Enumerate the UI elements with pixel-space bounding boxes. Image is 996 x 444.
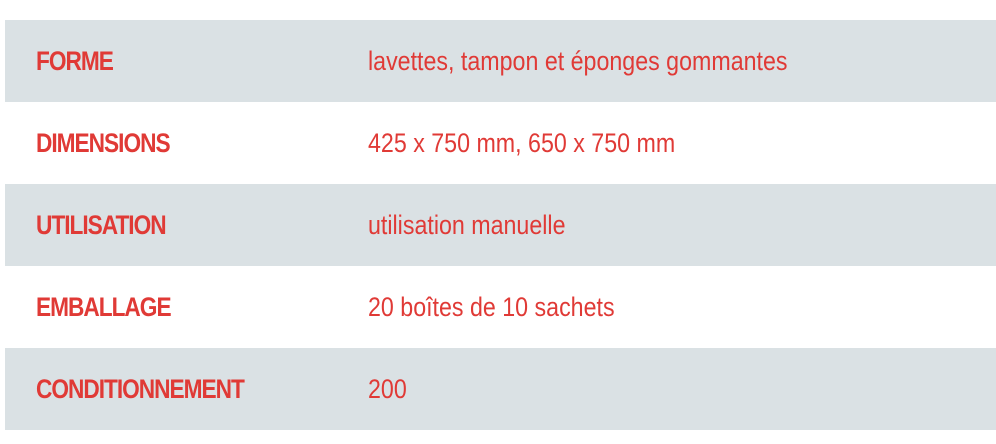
row-value: lavettes, tampon et éponges gommantes <box>368 45 788 76</box>
row-label: CONDITIONNEMENT <box>36 373 245 404</box>
row-label: UTILISATION <box>36 209 167 240</box>
table-row: EMBALLAGE 20 boîtes de 10 sachets <box>5 266 996 348</box>
table-row: DIMENSIONS 425 x 750 mm, 650 x 750 mm <box>5 102 996 184</box>
row-value: 425 x 750 mm, 650 x 750 mm <box>368 127 676 158</box>
row-value: 200 <box>368 373 407 404</box>
spec-table: FORME lavettes, tampon et éponges gomman… <box>5 20 996 430</box>
table-row: FORME lavettes, tampon et éponges gomman… <box>5 20 996 102</box>
row-value: utilisation manuelle <box>368 209 566 240</box>
table-row: CONDITIONNEMENT 200 <box>5 348 996 430</box>
row-label: FORME <box>36 45 114 76</box>
table-row: UTILISATION utilisation manuelle <box>5 184 996 266</box>
row-label: DIMENSIONS <box>36 127 171 158</box>
row-label: EMBALLAGE <box>36 291 172 322</box>
row-value: 20 boîtes de 10 sachets <box>368 291 615 322</box>
